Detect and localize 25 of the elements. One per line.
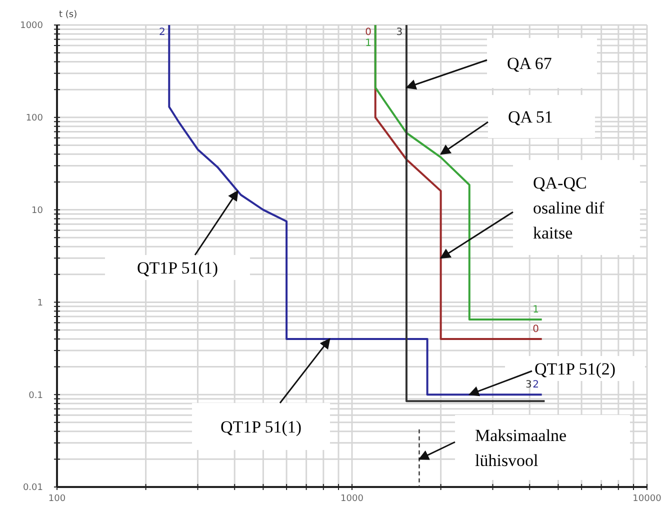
- y-axis-title: t (s): [59, 10, 78, 20]
- series-label: 3: [396, 27, 403, 38]
- series-label: 0: [365, 27, 372, 38]
- text: 0: [532, 324, 540, 335]
- y-tick-label: 1000: [20, 21, 44, 32]
- text: 3: [526, 380, 532, 391]
- y-tick-label: 10: [32, 206, 44, 216]
- annotation: QA 51: [508, 108, 553, 126]
- y-tick-label: 100: [26, 114, 44, 124]
- series-label: 2: [158, 27, 166, 38]
- y-tick-label: 0.1: [28, 390, 43, 401]
- text: 2: [532, 380, 540, 391]
- text: 1: [532, 304, 540, 316]
- x-tick-label: 10000: [632, 494, 662, 504]
- annotation: QA 67: [507, 54, 552, 73]
- annotation: QT1P 51(1): [220, 418, 302, 436]
- x-tick-label: 100: [48, 494, 66, 504]
- x-tick-label: 1000: [340, 494, 364, 504]
- annotation: QT1P 51(1): [136, 258, 218, 278]
- y-tick-label: 0.01: [22, 483, 43, 494]
- annotation: Maksimaalne lühisvool: [475, 426, 567, 470]
- annotation: QA-QC osaline dif kaitse: [533, 174, 605, 242]
- annotation: QT1P 51(2): [534, 360, 616, 378]
- y-tick-label: 1: [37, 298, 43, 308]
- series-label: 1: [365, 38, 372, 49]
